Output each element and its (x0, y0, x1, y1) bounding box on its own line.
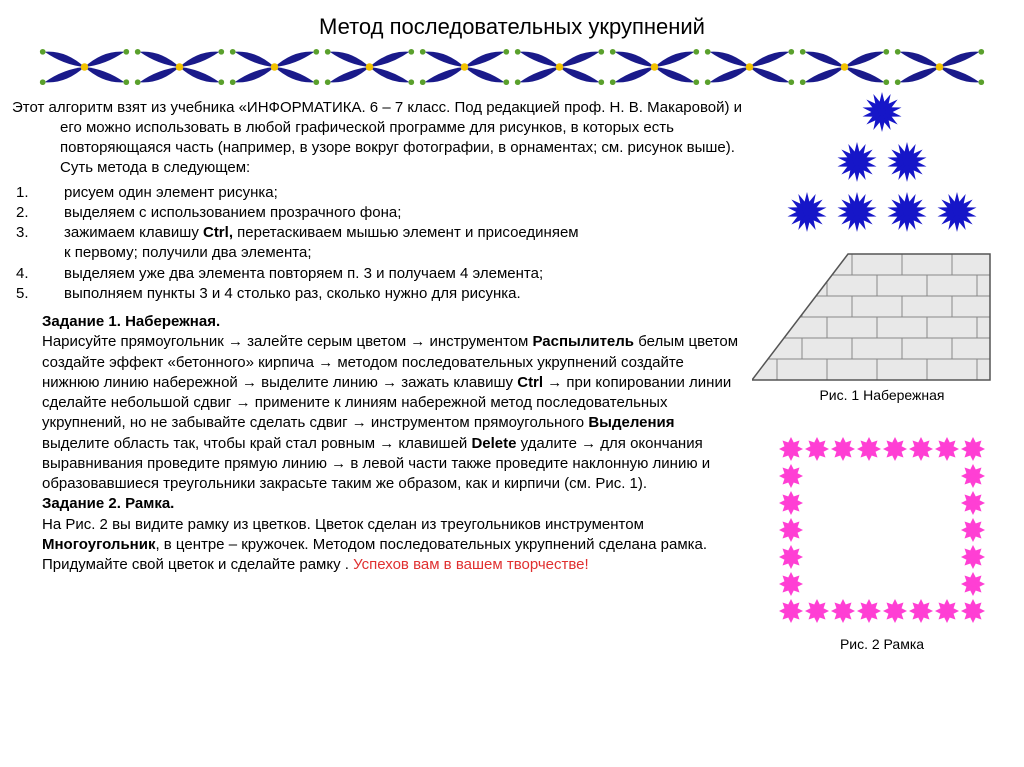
content-row: Этот алгоритм взят из учебника «ИНФОРМАТ… (12, 96, 1012, 654)
fig1-caption: Рис. 1 Набережная (752, 386, 1012, 405)
fig2-frame (777, 435, 987, 625)
page-title: Метод последовательных укрупнений (12, 12, 1012, 42)
flower-icon (785, 190, 829, 234)
ornament-unit (322, 48, 417, 86)
intro-l3: повторяющаяся часть (например, в узоре в… (60, 139, 735, 156)
ornament-unit (227, 48, 322, 86)
ornament-unit (892, 48, 987, 86)
ornament-unit (797, 48, 892, 86)
step-item: 1.рисуем один элемент рисунка; (12, 183, 744, 203)
flower-icon (885, 190, 929, 234)
task1: Задание 1. Набережная. Нарисуйте прямоуг… (42, 312, 744, 575)
flower-icon (835, 140, 879, 184)
steps-list: 1.рисуем один элемент рисунка;2.выделяем… (12, 183, 744, 305)
flower-icon (860, 90, 904, 134)
ornament-unit (702, 48, 797, 86)
ornament-unit (417, 48, 512, 86)
intro-l4: Суть метода в следующем: (60, 159, 250, 176)
step-item: 5.выполняем пункты 3 и 4 столько раз, ск… (12, 284, 744, 304)
intro-text: Этот алгоритм взят из учебника «ИНФОРМАТ… (12, 98, 744, 179)
step-item: 3.зажимаем клавишу Ctrl, перетаскиваем м… (12, 223, 744, 264)
task1-body: Нарисуйте прямоугольник → залейте серым … (42, 332, 744, 494)
ornament-unit (607, 48, 702, 86)
task1-heading: Задание 1. Набережная. (42, 312, 744, 332)
task2-body: На Рис. 2 вы видите рамку из цветков. Цв… (42, 515, 744, 576)
left-column: Этот алгоритм взят из учебника «ИНФОРМАТ… (12, 96, 744, 654)
flower-icon (885, 140, 929, 184)
flower-icon (935, 190, 979, 234)
step-item: 4.выделяем уже два элемента повторяем п.… (12, 264, 744, 284)
fig1-wall (752, 252, 992, 382)
intro-l2: его можно использовать в любой графическ… (60, 119, 674, 136)
ornament-unit (512, 48, 607, 86)
task2-heading: Задание 2. Рамка. (42, 494, 744, 514)
right-column: Рис. 1 Набережная Рис. 2 Рамка (752, 96, 1012, 654)
step-item: 2.выделяем с использованием прозрачного … (12, 203, 744, 223)
ornament-unit (37, 48, 132, 86)
flower-tree (752, 90, 1012, 234)
fig2-caption: Рис. 2 Рамка (752, 635, 1012, 654)
intro-l1: Этот алгоритм взят из учебника «ИНФОРМАТ… (12, 99, 742, 116)
flower-icon (835, 190, 879, 234)
ornament-unit (132, 48, 227, 86)
ornament-border (12, 48, 1012, 86)
